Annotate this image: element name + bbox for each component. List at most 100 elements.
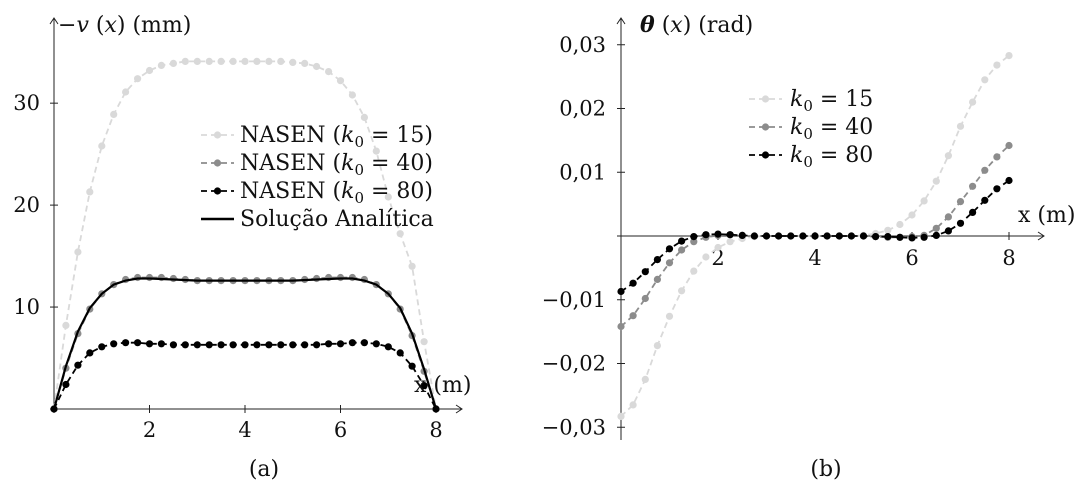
data-point xyxy=(325,340,333,348)
data-point xyxy=(653,256,662,264)
data-point xyxy=(932,231,940,239)
data-point xyxy=(110,110,118,118)
y-tick-label: 10 xyxy=(13,295,40,319)
data-point xyxy=(775,232,783,240)
data-point xyxy=(944,213,953,221)
y-tick-label: 20 xyxy=(13,193,40,217)
data-point xyxy=(956,219,965,227)
data-point xyxy=(981,76,989,84)
data-point xyxy=(86,349,94,357)
data-point xyxy=(932,177,940,185)
y-tick-label: −0,02 xyxy=(542,352,606,376)
data-point xyxy=(301,59,309,67)
label-part: x xyxy=(670,13,683,38)
legend-text: k xyxy=(790,115,803,140)
data-point xyxy=(396,230,404,238)
legend-label: Solução Analítica xyxy=(240,207,434,232)
legend-label: NASEN (k0 = 40) xyxy=(240,151,433,179)
data-point xyxy=(420,338,428,346)
chart-a-x-arrow xyxy=(455,404,463,414)
data-point xyxy=(969,208,977,216)
data-point xyxy=(969,98,977,106)
legend-label: NASEN (k0 = 80) xyxy=(240,179,433,207)
legend-text: NASEN ( xyxy=(240,123,341,148)
data-point xyxy=(847,232,856,240)
series-3 xyxy=(50,339,440,413)
data-point xyxy=(265,57,273,65)
data-point xyxy=(134,339,142,347)
data-point xyxy=(360,113,368,121)
legend-text: = 15 xyxy=(813,87,873,112)
legend-label: k0 = 40 xyxy=(790,115,873,143)
legend-marker xyxy=(213,159,222,167)
series-line xyxy=(53,341,437,410)
chart-a-ylabel: −v (x) (mm) xyxy=(58,13,191,38)
data-point xyxy=(372,147,380,155)
legend-text: Solução Analítica xyxy=(240,207,434,232)
legend-text: = 40 xyxy=(813,115,873,140)
data-point xyxy=(702,231,710,239)
data-point xyxy=(122,339,130,347)
data-point xyxy=(229,57,237,65)
data-point xyxy=(678,287,686,295)
data-point xyxy=(277,57,285,65)
data-point xyxy=(617,287,625,296)
data-point xyxy=(217,57,225,65)
data-point xyxy=(969,182,977,190)
data-point xyxy=(920,233,928,241)
data-point xyxy=(336,340,345,348)
legend-text: = 80) xyxy=(364,179,433,204)
data-point xyxy=(1005,176,1013,185)
data-point xyxy=(653,275,662,283)
data-point xyxy=(702,253,710,261)
data-point xyxy=(629,279,637,287)
data-point xyxy=(714,243,722,252)
data-point xyxy=(690,233,698,241)
data-point xyxy=(1005,141,1013,150)
chart-b-ylabel: θ (x) (rad) xyxy=(640,12,753,38)
legend-item: k0 = 15 xyxy=(749,87,873,115)
y-tick-label: −0,01 xyxy=(542,288,606,312)
legend-item: NASEN (k0 = 15) xyxy=(201,123,433,151)
data-point xyxy=(678,237,686,245)
data-point xyxy=(157,340,165,348)
chart-a-legend: NASEN (k0 = 15)NASEN (k0 = 40)NASEN (k0 … xyxy=(201,123,434,232)
label-part xyxy=(89,13,96,38)
data-point xyxy=(62,380,70,389)
data-point xyxy=(74,361,82,369)
data-point xyxy=(884,226,892,234)
data-point xyxy=(956,122,965,130)
data-point xyxy=(908,234,916,242)
label-part: ) (rad) xyxy=(683,13,753,38)
data-point xyxy=(384,193,392,201)
legend-label: k0 = 80 xyxy=(790,143,873,171)
legend-text: k xyxy=(790,143,803,168)
series-3 xyxy=(617,176,1013,296)
data-point xyxy=(993,185,1001,193)
legend-item: k0 = 80 xyxy=(749,143,873,171)
data-point xyxy=(181,341,189,349)
data-point xyxy=(641,268,649,276)
data-point xyxy=(944,152,953,160)
data-point xyxy=(932,224,940,232)
y-tick-label: 0,02 xyxy=(559,97,606,121)
data-point xyxy=(265,341,273,349)
data-point xyxy=(787,232,795,240)
x-tick-label: 2 xyxy=(143,418,156,442)
data-point xyxy=(277,341,285,349)
data-point xyxy=(981,166,989,174)
x-tick-label: 6 xyxy=(905,246,918,270)
data-point xyxy=(956,198,965,206)
data-point xyxy=(348,339,356,347)
data-point xyxy=(665,312,674,320)
data-point xyxy=(944,227,953,235)
data-point xyxy=(396,349,404,357)
data-point xyxy=(641,294,649,303)
data-point xyxy=(665,259,674,267)
chart-a-xlabel: x (m) xyxy=(414,373,471,398)
data-point xyxy=(823,232,831,240)
legend-text: k xyxy=(790,87,803,112)
data-point xyxy=(859,232,868,240)
data-point xyxy=(726,238,734,246)
